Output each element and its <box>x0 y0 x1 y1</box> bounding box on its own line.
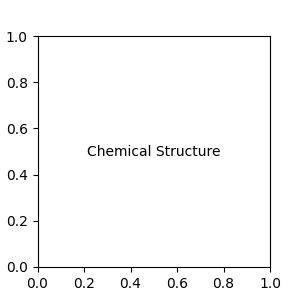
Text: Chemical Structure: Chemical Structure <box>87 145 220 158</box>
